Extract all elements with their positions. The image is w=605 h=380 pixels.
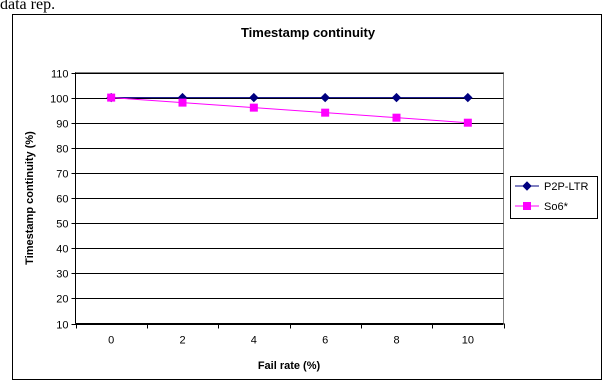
series-layer — [106, 92, 473, 127]
x-tick-label: 4 — [251, 335, 257, 347]
legend-label: So6* — [544, 201, 569, 213]
y-axis-label: Timestamp continuity (%) — [24, 131, 36, 265]
series-line-1 — [111, 97, 468, 124]
y-tick-label: 40 — [56, 244, 68, 256]
y-tick-label: 80 — [56, 144, 68, 156]
data-point — [392, 113, 401, 122]
x-axis-label: Fail rate (%) — [258, 360, 321, 372]
data-point — [249, 103, 258, 112]
x-tick-label: 8 — [393, 335, 399, 347]
x-tick-label: 10 — [462, 335, 474, 347]
x-tick-label: 2 — [179, 335, 185, 347]
data-point — [107, 93, 116, 102]
y-tick-label: 100 — [50, 94, 68, 106]
tick-labels: 10 20 30 40 50 60 70 80 90 100 110 0 2 4 6 8 10 — [50, 69, 474, 347]
data-point — [463, 118, 472, 127]
x-tick-label: 0 — [108, 335, 114, 347]
y-tick-label: 10 — [56, 320, 68, 332]
data-point — [321, 108, 330, 117]
y-tick-label: 20 — [56, 294, 68, 306]
y-tick-label: 90 — [56, 119, 68, 131]
data-point — [178, 98, 187, 107]
data-point — [249, 92, 259, 103]
data-point — [391, 92, 402, 103]
legend-marker — [522, 181, 532, 191]
y-tick-label: 60 — [56, 194, 68, 206]
data-point — [320, 92, 330, 103]
legend: P2P-LTR So6* — [510, 176, 598, 219]
y-tick-label: 110 — [51, 69, 69, 81]
axes — [71, 72, 505, 329]
y-tick-label: 50 — [56, 219, 68, 231]
legend-marker — [523, 202, 531, 210]
x-tick-label: 6 — [322, 335, 328, 347]
top-text: data rep. — [0, 0, 56, 13]
chart-title: Timestamp continuity — [241, 25, 376, 40]
legend-label: P2P-LTR — [544, 181, 588, 193]
y-tick-label: 30 — [56, 269, 68, 281]
data-point — [463, 92, 473, 103]
y-tick-label: 70 — [56, 169, 68, 181]
